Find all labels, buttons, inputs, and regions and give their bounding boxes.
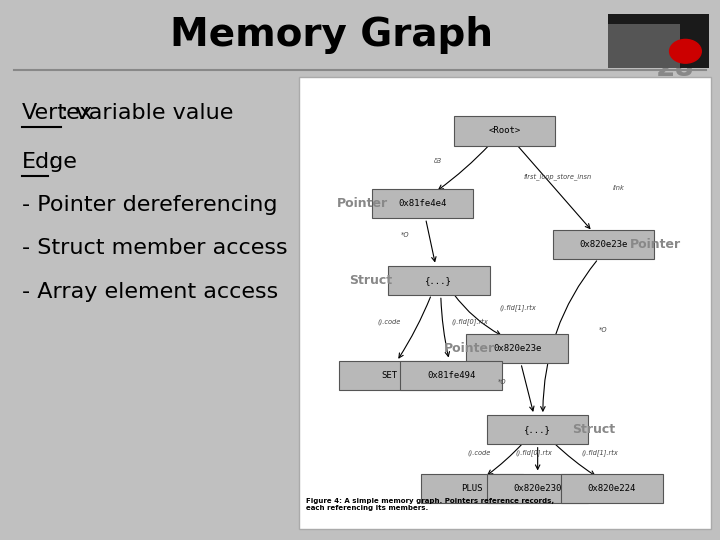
Text: ().code: ().code [377, 318, 400, 325]
FancyArrowPatch shape [441, 298, 449, 356]
Text: Memory Graph: Memory Graph [170, 16, 492, 54]
FancyBboxPatch shape [454, 117, 556, 146]
Text: *O: *O [401, 232, 410, 238]
FancyBboxPatch shape [553, 230, 654, 259]
Text: 0x820e230: 0x820e230 [513, 484, 562, 493]
Text: {...}: {...} [524, 425, 551, 434]
Text: 28: 28 [656, 53, 695, 82]
Text: - Array element access: - Array element access [22, 281, 278, 302]
Text: link: link [613, 185, 625, 191]
Text: - Pointer dereferencing: - Pointer dereferencing [22, 195, 277, 215]
Text: Pointer: Pointer [444, 342, 495, 355]
Text: : variable value: : variable value [61, 103, 234, 124]
FancyBboxPatch shape [421, 474, 523, 503]
Text: *O: *O [498, 380, 506, 386]
FancyArrowPatch shape [454, 294, 500, 335]
Text: ().code: ().code [468, 449, 491, 456]
Circle shape [670, 39, 701, 63]
Text: :: : [48, 152, 55, 172]
FancyBboxPatch shape [561, 474, 662, 503]
Text: ().fld[0].rtx: ().fld[0].rtx [516, 449, 552, 456]
Text: 0x820e224: 0x820e224 [588, 484, 636, 493]
Text: *O: *O [599, 327, 608, 333]
Text: Figure 4: A simple memory graph. Pointers reference records,
each referencing it: Figure 4: A simple memory graph. Pointer… [306, 498, 554, 511]
Text: <Root>: <Root> [489, 126, 521, 136]
Text: Pointer: Pointer [337, 197, 388, 210]
Text: ().fld[1].rtx: ().fld[1].rtx [499, 305, 536, 311]
FancyArrowPatch shape [541, 261, 597, 411]
Text: ().fld[0].rtx: ().fld[0].rtx [452, 318, 489, 325]
Text: δ3: δ3 [434, 158, 443, 164]
FancyArrowPatch shape [488, 443, 523, 475]
Text: Struct: Struct [349, 274, 392, 287]
FancyBboxPatch shape [467, 334, 568, 363]
Text: Struct: Struct [572, 423, 615, 436]
FancyArrowPatch shape [426, 221, 436, 261]
Bar [608, 14, 709, 68]
Text: PLUS: PLUS [461, 484, 482, 493]
Text: first_loop_store_insn: first_loop_store_insn [523, 173, 592, 180]
Text: - Struct member access: - Struct member access [22, 238, 287, 259]
FancyArrowPatch shape [536, 448, 540, 469]
Text: 0x820e23e: 0x820e23e [580, 240, 628, 248]
FancyBboxPatch shape [400, 361, 502, 390]
FancyArrowPatch shape [399, 297, 431, 358]
Text: {...}: {...} [426, 276, 452, 285]
FancyBboxPatch shape [388, 266, 490, 295]
FancyBboxPatch shape [372, 189, 473, 218]
Text: 0x81fe494: 0x81fe494 [427, 371, 475, 380]
Text: ().fld[1].rtx: ().fld[1].rtx [582, 449, 618, 456]
Text: SET: SET [382, 371, 397, 380]
Text: Pointer: Pointer [629, 238, 680, 251]
Bar [299, 77, 711, 529]
FancyBboxPatch shape [338, 361, 440, 390]
FancyArrowPatch shape [554, 443, 595, 475]
FancyBboxPatch shape [487, 474, 588, 503]
FancyArrowPatch shape [518, 146, 590, 228]
Text: 0x81fe4e4: 0x81fe4e4 [398, 199, 446, 208]
FancyBboxPatch shape [608, 24, 680, 68]
Text: Edge: Edge [22, 152, 78, 172]
FancyArrowPatch shape [438, 145, 490, 190]
FancyArrowPatch shape [521, 366, 534, 411]
FancyBboxPatch shape [487, 415, 588, 444]
Text: 0x820e23e: 0x820e23e [493, 343, 541, 353]
Text: Vertex: Vertex [22, 103, 93, 124]
